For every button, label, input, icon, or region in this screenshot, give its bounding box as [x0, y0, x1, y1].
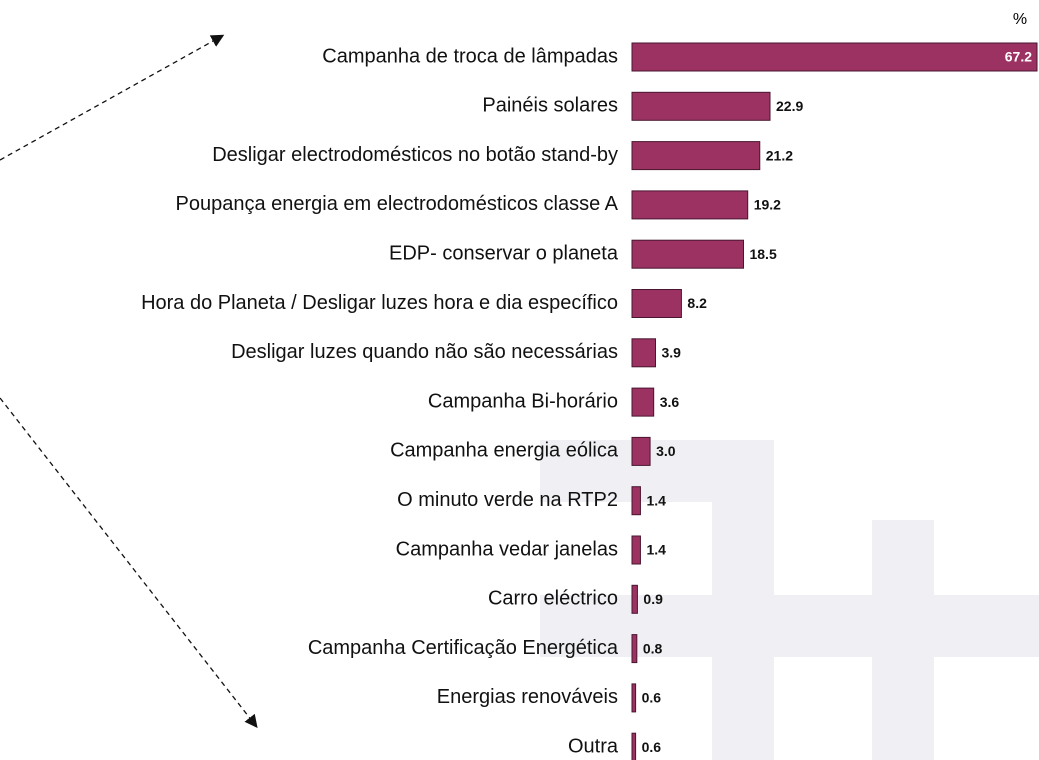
bar — [631, 436, 651, 466]
bar — [631, 387, 655, 417]
category-label: Campanha energia eólica — [390, 440, 619, 462]
value-label: 8.2 — [687, 295, 707, 311]
category-label: EDP- conservar o planeta — [389, 242, 619, 264]
value-label: 3.6 — [660, 394, 680, 410]
category-label: Desligar electrodomésticos no botão stan… — [212, 144, 618, 166]
bar — [631, 141, 761, 171]
category-label: O minuto verde na RTP2 — [397, 489, 618, 511]
bar — [631, 338, 657, 368]
watermark — [540, 440, 1039, 760]
value-label: 21.2 — [766, 147, 793, 163]
bar — [631, 289, 682, 318]
value-label: 0.8 — [643, 640, 663, 656]
value-label: 67.2 — [1005, 49, 1032, 65]
category-label: Campanha vedar janelas — [396, 538, 618, 560]
value-label: 1.4 — [646, 542, 666, 558]
value-label: 3.0 — [656, 443, 676, 459]
bar — [631, 683, 637, 713]
category-label: Painéis solares — [482, 95, 618, 117]
value-label: 1.4 — [646, 492, 666, 508]
category-label: Carro eléctrico — [488, 588, 618, 610]
value-label: 0.6 — [642, 690, 662, 706]
arrow — [0, 397, 258, 729]
value-label: 0.6 — [642, 739, 662, 755]
bar — [631, 535, 641, 565]
bar — [631, 486, 641, 516]
bar — [631, 190, 749, 220]
arrow — [0, 34, 225, 161]
value-label: 0.9 — [643, 591, 663, 607]
bar — [631, 634, 638, 664]
category-label: Campanha de troca de lâmpadas — [322, 45, 618, 67]
category-label: Poupança energia em electrodomésticos cl… — [176, 193, 619, 215]
category-label: Desligar luzes quando não são necessária… — [231, 341, 618, 363]
bar — [631, 91, 771, 121]
category-label: Outra — [568, 735, 619, 757]
value-label: 3.9 — [662, 345, 682, 361]
category-label: Energias renováveis — [437, 686, 618, 708]
value-label: 22.9 — [776, 98, 803, 114]
bar — [631, 239, 744, 269]
category-label: Campanha Bi-horário — [428, 390, 618, 412]
category-label: Campanha Certificação Energética — [308, 637, 619, 659]
category-label: Hora do Planeta / Desligar luzes hora e … — [141, 292, 618, 314]
bar — [631, 42, 1038, 72]
bar — [631, 584, 638, 614]
unit-label: % — [1013, 11, 1027, 28]
value-label: 18.5 — [749, 246, 776, 262]
bar — [631, 732, 637, 760]
value-label: 19.2 — [754, 197, 781, 213]
